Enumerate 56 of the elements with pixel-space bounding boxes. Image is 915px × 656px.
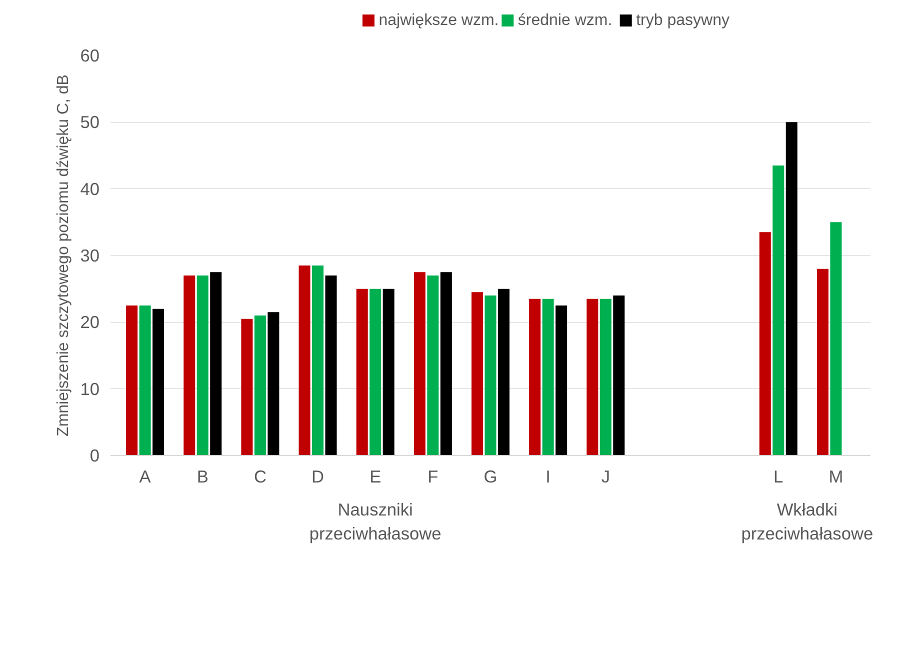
x-tick-label: B [196,466,208,486]
bar [830,222,842,456]
bar [382,288,394,456]
bar [254,316,266,456]
x-tick-label: J [601,466,610,486]
bar [498,288,510,456]
bar [184,276,196,456]
legend-label: największe wzm. [378,12,499,29]
y-tick-label: 30 [80,246,100,266]
legend-label: tryb pasywny [636,12,730,29]
bar [556,306,568,456]
x-tick-label: E [370,466,382,486]
bar [298,266,310,456]
bar [196,276,208,456]
bar [210,272,222,456]
bar [542,298,554,456]
bar [586,298,598,456]
text: Wkładki przeciwhałasowe [741,500,874,544]
bar [440,272,452,456]
bar [529,298,541,456]
y-tick-label: 60 [80,46,100,66]
bar [268,312,280,456]
y-tick-label: 40 [80,178,100,199]
bar [613,296,625,456]
bar [484,296,496,456]
bar [786,122,798,456]
bar [356,288,368,456]
x-tick-label: M [828,466,844,486]
bar [600,298,612,456]
y-tick-label: 10 [80,378,100,399]
bar [414,272,426,456]
bar [472,292,484,456]
bar [370,288,382,456]
y-tick-label: 50 [80,112,100,132]
x-tick-label: D [312,466,324,486]
y-axis-title: Zmniejszenie szczytowego poziomu dźwięku C, dB [55,74,72,436]
x-tick-label: A [139,466,152,486]
bar [325,276,337,456]
bar [241,318,253,456]
bar [152,308,164,456]
x-tick-label: L [774,466,784,486]
bar [759,232,771,456]
x-tick-label: G [484,466,498,486]
y-tick-label: 0 [90,446,100,466]
x-tick-label: I [546,466,550,486]
x-tick-label: C [254,466,266,486]
y-tick-label: 20 [80,312,100,332]
bar [139,306,151,456]
legend-label: średnie wzm. [518,12,612,29]
bar [816,268,828,456]
text: Nauszniki przeciwhałasowe [309,500,442,544]
bar [427,276,439,456]
x-tick-label: F [428,466,438,486]
bar [312,266,324,456]
bar [772,166,784,456]
bar [126,306,138,456]
